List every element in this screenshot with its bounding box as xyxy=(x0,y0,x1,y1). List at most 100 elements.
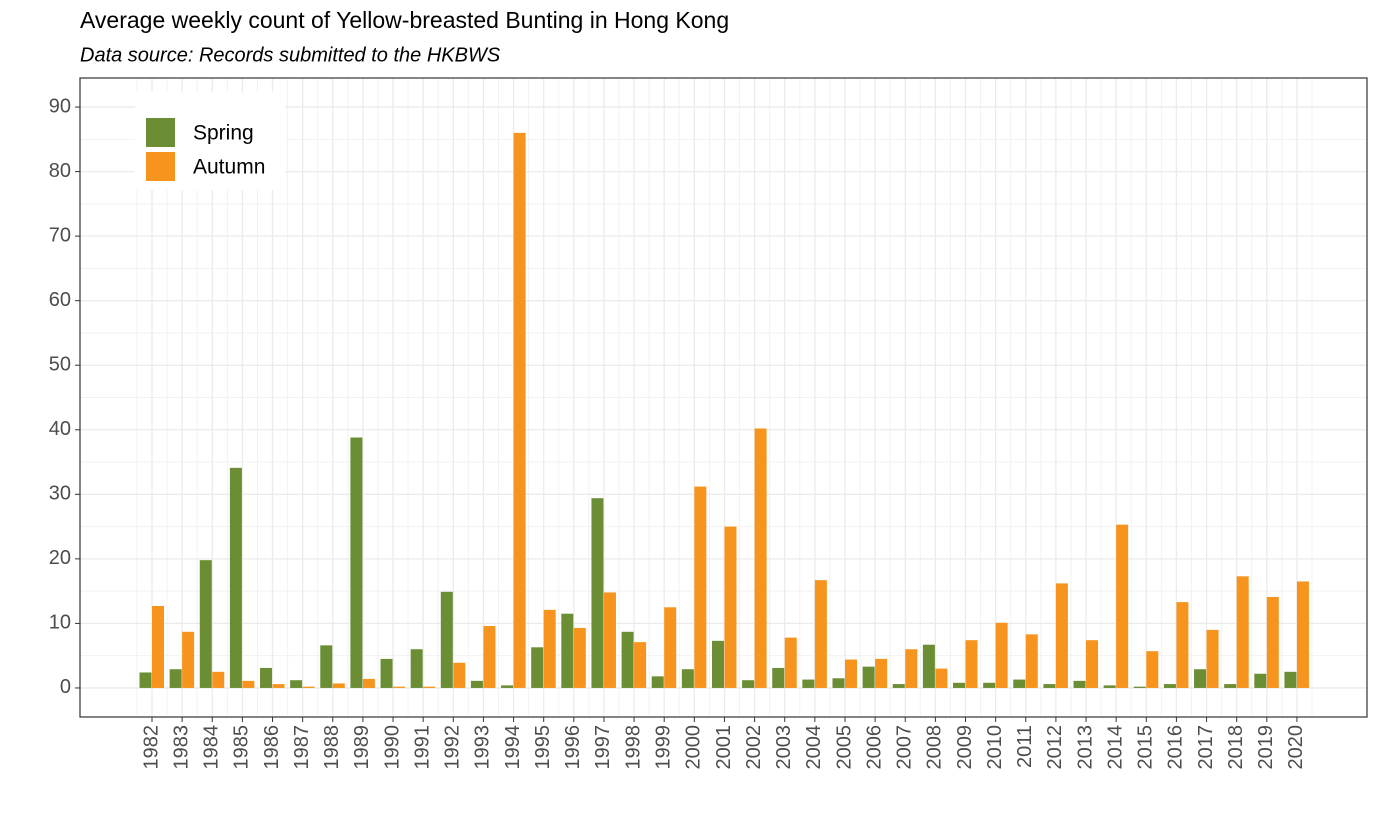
bar xyxy=(1103,685,1116,688)
x-tick-label: 1995 xyxy=(532,725,554,770)
bar xyxy=(1254,673,1267,688)
bar xyxy=(1116,524,1129,688)
bar xyxy=(1086,640,1099,688)
bar xyxy=(862,666,875,688)
bar xyxy=(1266,596,1279,688)
bar xyxy=(543,609,556,688)
x-tick-label: 1986 xyxy=(261,725,283,770)
y-tick-label: 70 xyxy=(49,224,71,246)
bar xyxy=(242,680,255,688)
bar xyxy=(380,658,393,688)
bar xyxy=(935,668,948,688)
x-tick-label: 1998 xyxy=(622,725,644,770)
bar xyxy=(1206,629,1219,688)
bar xyxy=(922,644,935,688)
bar xyxy=(664,607,677,688)
x-tick-label: 1996 xyxy=(562,725,584,770)
bar xyxy=(772,667,785,688)
bar xyxy=(513,132,526,688)
bar xyxy=(1163,684,1176,688)
x-tick-label: 1983 xyxy=(170,725,192,770)
x-tick-label: 2014 xyxy=(1104,725,1126,770)
bar xyxy=(1133,686,1146,688)
bar xyxy=(953,682,966,688)
bar xyxy=(483,625,496,688)
y-tick-label: 40 xyxy=(49,418,71,440)
bar xyxy=(229,467,242,688)
bar xyxy=(1146,651,1159,688)
y-tick-label: 10 xyxy=(49,612,71,634)
x-tick-label: 2005 xyxy=(833,725,855,770)
bar xyxy=(290,680,303,688)
legend-label: Spring xyxy=(193,122,254,145)
bar xyxy=(453,662,466,688)
bar xyxy=(965,640,978,688)
bar xyxy=(1025,634,1038,688)
bar xyxy=(440,591,453,688)
x-tick-label: 2010 xyxy=(984,725,1006,770)
bar xyxy=(711,640,724,688)
bar xyxy=(501,685,514,688)
chart-title: Average weekly count of Yellow-breasted … xyxy=(80,7,729,33)
bar xyxy=(410,649,423,688)
bar xyxy=(320,645,333,688)
x-tick-label: 2018 xyxy=(1225,725,1247,770)
bar xyxy=(875,658,888,688)
bar xyxy=(724,526,737,688)
bar xyxy=(634,642,647,688)
bar xyxy=(332,683,345,688)
x-tick-label: 1988 xyxy=(321,725,343,770)
bar xyxy=(1236,576,1249,688)
x-tick-label: 2004 xyxy=(803,725,825,770)
x-tick-label: 2012 xyxy=(1044,725,1066,770)
bar xyxy=(1073,680,1086,688)
legend-swatch xyxy=(146,118,175,147)
bar xyxy=(905,649,918,688)
panel-border xyxy=(79,77,1368,718)
x-tick-label: 2003 xyxy=(773,725,795,770)
x-tick-label: 1990 xyxy=(381,725,403,770)
bar xyxy=(272,684,285,688)
x-tick-label: 1994 xyxy=(502,725,524,770)
bar xyxy=(844,659,857,688)
x-tick-label: 2020 xyxy=(1285,725,1307,770)
bar xyxy=(1176,602,1189,688)
bar xyxy=(393,686,406,688)
legend-swatch xyxy=(146,152,175,181)
x-tick-label: 2001 xyxy=(713,725,735,770)
x-tick-label: 2017 xyxy=(1195,725,1217,770)
x-tick-label: 1992 xyxy=(442,725,464,770)
bar xyxy=(694,486,707,688)
y-tick-label: 60 xyxy=(49,289,71,311)
bar xyxy=(1224,684,1237,688)
x-tick-label: 1989 xyxy=(351,725,373,770)
bar xyxy=(754,428,767,688)
x-tick-label: 1993 xyxy=(472,725,494,770)
x-tick-label: 1987 xyxy=(291,725,313,770)
bar xyxy=(212,671,225,688)
x-tick-label: 2016 xyxy=(1165,725,1187,770)
y-tick-label: 90 xyxy=(49,95,71,117)
bar xyxy=(573,627,586,688)
x-tick-label: 1997 xyxy=(592,725,614,770)
bar xyxy=(350,437,363,688)
y-tick-label: 50 xyxy=(49,354,71,376)
x-tick-label: 1984 xyxy=(201,725,223,770)
x-tick-label: 1982 xyxy=(140,725,162,770)
bar xyxy=(892,684,905,688)
bar xyxy=(169,669,182,688)
bar xyxy=(621,631,634,688)
bar xyxy=(1284,671,1297,688)
bar xyxy=(784,637,797,688)
x-tick-label: 2006 xyxy=(863,725,885,770)
bar xyxy=(681,669,694,688)
chart-subtitle: Data source: Records submitted to the HK… xyxy=(80,44,501,66)
bar xyxy=(591,498,604,688)
bar xyxy=(1296,581,1309,688)
x-tick-label: 1991 xyxy=(411,725,433,770)
bar xyxy=(561,613,574,688)
bar xyxy=(152,605,164,688)
bar xyxy=(470,680,483,688)
bar xyxy=(531,647,544,688)
bar xyxy=(1194,669,1207,688)
